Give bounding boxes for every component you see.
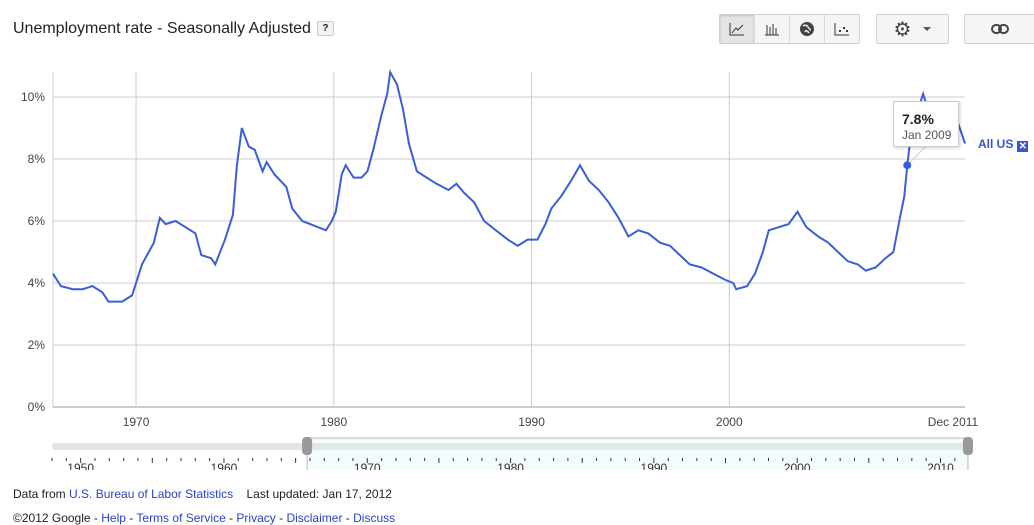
navigator-right-handle[interactable] <box>963 437 973 455</box>
tooltip-value: 7.8% <box>902 111 934 127</box>
navigator-left-handle[interactable] <box>302 437 313 455</box>
footer-link-privacy[interactable]: Privacy <box>236 511 276 525</box>
bar-chart-icon <box>765 24 779 36</box>
navigator-label: 2000 <box>784 461 811 470</box>
link-icon <box>991 24 1009 34</box>
series-line-all-us[interactable] <box>52 69 966 303</box>
line-chart-icon <box>729 23 744 36</box>
gear-icon: ⚙ <box>893 18 912 41</box>
data-source: Data from U.S. Bureau of Labor Statistic… <box>13 487 392 501</box>
navigator-label: 1970 <box>354 461 381 470</box>
series-label[interactable]: All US ✕ <box>978 137 1029 152</box>
footer-link-terms-of-service[interactable]: Terms of Service <box>136 511 226 525</box>
scatter-icon <box>834 23 849 36</box>
map-button[interactable] <box>790 15 825 43</box>
footer-links: ©2012 Google - Help - Terms of Service -… <box>13 511 396 525</box>
globe-icon <box>800 22 814 36</box>
x-tick-label: Dec 2011 <box>928 415 979 429</box>
x-tick-label: 1990 <box>518 415 545 429</box>
chart-type-group <box>719 14 860 44</box>
settings-button[interactable]: ⚙ <box>876 14 949 44</box>
navigator-selection[interactable] <box>306 437 969 470</box>
y-tick-label: 2% <box>28 338 46 352</box>
line-chart-button[interactable] <box>720 15 755 43</box>
navigator-label: 1960 <box>211 461 238 470</box>
navigator-label: 1990 <box>641 461 668 470</box>
y-tick-label: 8% <box>28 152 46 166</box>
navigator-selected-track <box>307 443 968 450</box>
y-tick-label: 0% <box>28 400 46 414</box>
navigator-label: 1980 <box>497 461 524 470</box>
line-chart: 0% 2% 4% 6% 8% 10% 1970 1980 1990 2000 Dec 2011 19… <box>21 69 979 470</box>
help-button[interactable]: ? <box>316 21 334 37</box>
x-tick-label: 1970 <box>123 415 150 429</box>
y-tick-label: 10% <box>21 90 45 104</box>
copyright: ©2012 Google <box>13 511 91 525</box>
chevron-down-icon <box>923 27 932 31</box>
footer-link-help[interactable]: Help <box>101 511 126 525</box>
link-button[interactable] <box>964 14 1034 44</box>
highlight-point[interactable] <box>903 161 912 170</box>
series-name: All US <box>978 137 1014 151</box>
last-updated: Last updated: Jan 17, 2012 <box>246 487 392 501</box>
footer-link-discuss[interactable]: Discuss <box>353 511 396 525</box>
source-link[interactable]: U.S. Bureau of Labor Statistics <box>69 487 234 501</box>
y-tick-label: 6% <box>28 214 46 228</box>
page-title: Unemployment rate - Seasonally Adjusted? <box>13 20 334 38</box>
tooltip-pointer <box>906 146 926 166</box>
y-tick-label: 4% <box>28 276 46 290</box>
x-tick-label: 2000 <box>716 415 743 429</box>
bubble-chart-button[interactable] <box>825 15 859 43</box>
tooltip: 7.8% Jan 2009 <box>893 101 959 147</box>
x-tick-label: 1980 <box>320 415 347 429</box>
data-from-label: Data from <box>13 487 66 501</box>
chart-title: Unemployment rate - Seasonally Adjusted <box>13 20 311 37</box>
tooltip-date: Jan 2009 <box>902 128 952 142</box>
remove-series-icon[interactable]: ✕ <box>1017 141 1029 152</box>
navigator-label: 2010 <box>927 461 954 470</box>
footer-link-disclaimer[interactable]: Disclaimer <box>286 511 343 525</box>
bar-chart-button[interactable] <box>755 15 790 43</box>
navigator-label: 1950 <box>67 461 94 470</box>
